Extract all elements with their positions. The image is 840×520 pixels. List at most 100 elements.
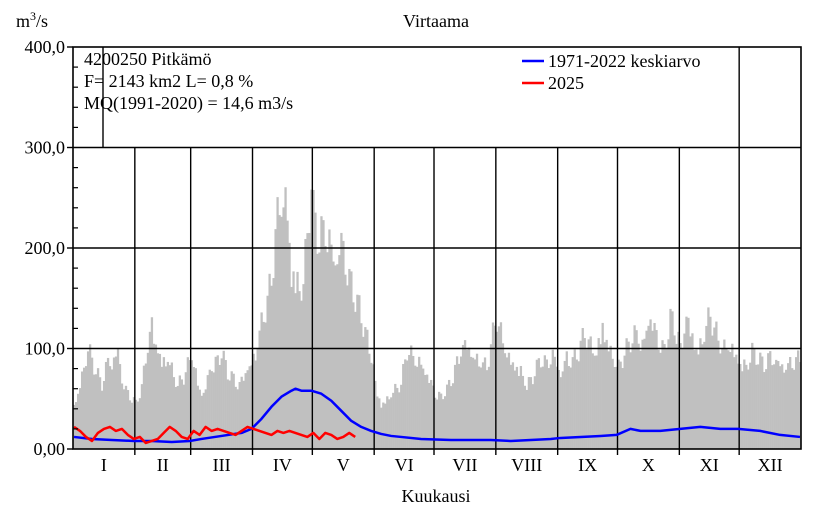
- range-band-bar: [547, 368, 550, 449]
- range-band-bar: [455, 356, 459, 449]
- station-info-line: F= 2143 km2 L= 0,8 %: [84, 71, 253, 91]
- x-tick-label: VII: [452, 455, 477, 475]
- x-tick-label: XI: [700, 455, 719, 475]
- range-band-bar: [132, 397, 136, 449]
- range-band-bar: [577, 361, 580, 449]
- range-band-bar: [787, 363, 790, 449]
- range-band-bar: [120, 383, 124, 449]
- range-band-bar: [200, 395, 203, 449]
- range-band-bar: [487, 366, 491, 449]
- range-band-bar: [292, 271, 295, 449]
- range-band-bar: [318, 252, 321, 449]
- range-band-bar: [194, 368, 197, 449]
- range-band-bar: [735, 354, 738, 449]
- range-band-bar: [729, 352, 732, 449]
- range-band-bar: [252, 353, 255, 449]
- range-band-bar: [475, 353, 479, 449]
- range-band-bar: [352, 302, 355, 449]
- range-band-bar: [282, 207, 285, 449]
- range-band-bar: [328, 229, 331, 449]
- range-band-bar: [418, 356, 421, 449]
- range-band-bar: [430, 379, 433, 449]
- range-band-bar: [569, 367, 572, 449]
- range-band-bar: [591, 353, 594, 449]
- range-band-bar: [471, 357, 475, 449]
- range-band-bar: [525, 389, 529, 449]
- range-band-bar: [186, 357, 189, 449]
- range-band-bar: [629, 352, 632, 449]
- range-band-bar: [172, 377, 176, 449]
- range-band-bar: [428, 382, 431, 449]
- range-band-bar: [228, 380, 231, 449]
- range-band-bar: [555, 366, 558, 449]
- range-band-bar: [583, 338, 586, 449]
- range-band-bar: [797, 350, 800, 449]
- range-band-bar: [382, 402, 385, 449]
- x-tick-label: III: [213, 455, 231, 475]
- range-band-bar: [234, 386, 237, 449]
- range-band-bar: [609, 345, 612, 449]
- range-band-bar: [290, 286, 293, 449]
- range-band-bar: [426, 374, 429, 449]
- range-band-bar: [374, 380, 377, 449]
- range-band-bar: [312, 189, 315, 449]
- range-band-bar: [775, 359, 778, 449]
- range-band-bar: [799, 361, 802, 449]
- range-band-bar: [491, 322, 495, 449]
- range-band-bar: [559, 377, 562, 449]
- range-band-bar: [304, 238, 307, 449]
- range-band-bar: [731, 343, 734, 449]
- range-band-bar: [711, 335, 714, 449]
- range-band-bar: [202, 392, 205, 449]
- range-band-bar: [340, 232, 343, 449]
- range-band-bar: [416, 366, 419, 449]
- range-band-bar: [246, 370, 249, 449]
- range-band-bar: [336, 264, 339, 449]
- range-band-bar: [531, 384, 535, 449]
- range-band-bar: [314, 212, 317, 449]
- range-band-bar: [276, 197, 279, 449]
- range-band-bar: [332, 261, 335, 449]
- info-box: 4200250 Pitkämö F= 2143 km2 L= 0,8 % MQ(…: [84, 49, 293, 114]
- range-band-bar: [152, 343, 156, 449]
- range-band-bar: [631, 343, 634, 449]
- range-band-bar: [659, 352, 662, 449]
- range-band-bar: [627, 341, 630, 449]
- range-band-bar: [615, 366, 618, 449]
- range-band-bar: [657, 349, 660, 449]
- range-band-bar: [539, 367, 543, 449]
- range-band-bar: [274, 229, 277, 449]
- range-band-bar: [122, 389, 126, 449]
- range-band-bar: [733, 357, 736, 449]
- range-band-bar: [551, 349, 554, 449]
- range-band-bar: [146, 352, 150, 449]
- range-band-bar: [647, 325, 650, 449]
- range-band-bar: [521, 375, 525, 449]
- range-band-bar: [188, 360, 191, 449]
- range-band-bar: [302, 284, 305, 449]
- range-band-bar: [793, 369, 796, 449]
- range-band-bar: [268, 273, 271, 449]
- range-band-bar: [639, 350, 642, 449]
- range-band-bar: [266, 295, 269, 449]
- range-band-bar: [364, 327, 367, 449]
- range-band-bar: [216, 355, 219, 449]
- x-tick-label: IV: [273, 455, 292, 475]
- range-band-bar: [489, 344, 493, 449]
- range-band-bar: [320, 216, 323, 449]
- x-tick-label: VIII: [511, 455, 542, 475]
- range-band-bar: [483, 357, 487, 449]
- y-tick-label: 100,0: [25, 339, 66, 359]
- range-band-bar: [605, 339, 608, 449]
- y-axis-label-tail: /s: [36, 11, 48, 31]
- range-band-bar: [286, 220, 289, 449]
- range-band-bar: [78, 388, 82, 449]
- range-band-bar: [513, 370, 517, 449]
- range-band-bar: [384, 403, 387, 449]
- range-band-bar: [649, 319, 652, 449]
- range-band-bar: [747, 369, 750, 449]
- range-band-bar: [645, 330, 648, 449]
- range-band-bar: [479, 367, 483, 449]
- range-band-bar: [601, 322, 604, 449]
